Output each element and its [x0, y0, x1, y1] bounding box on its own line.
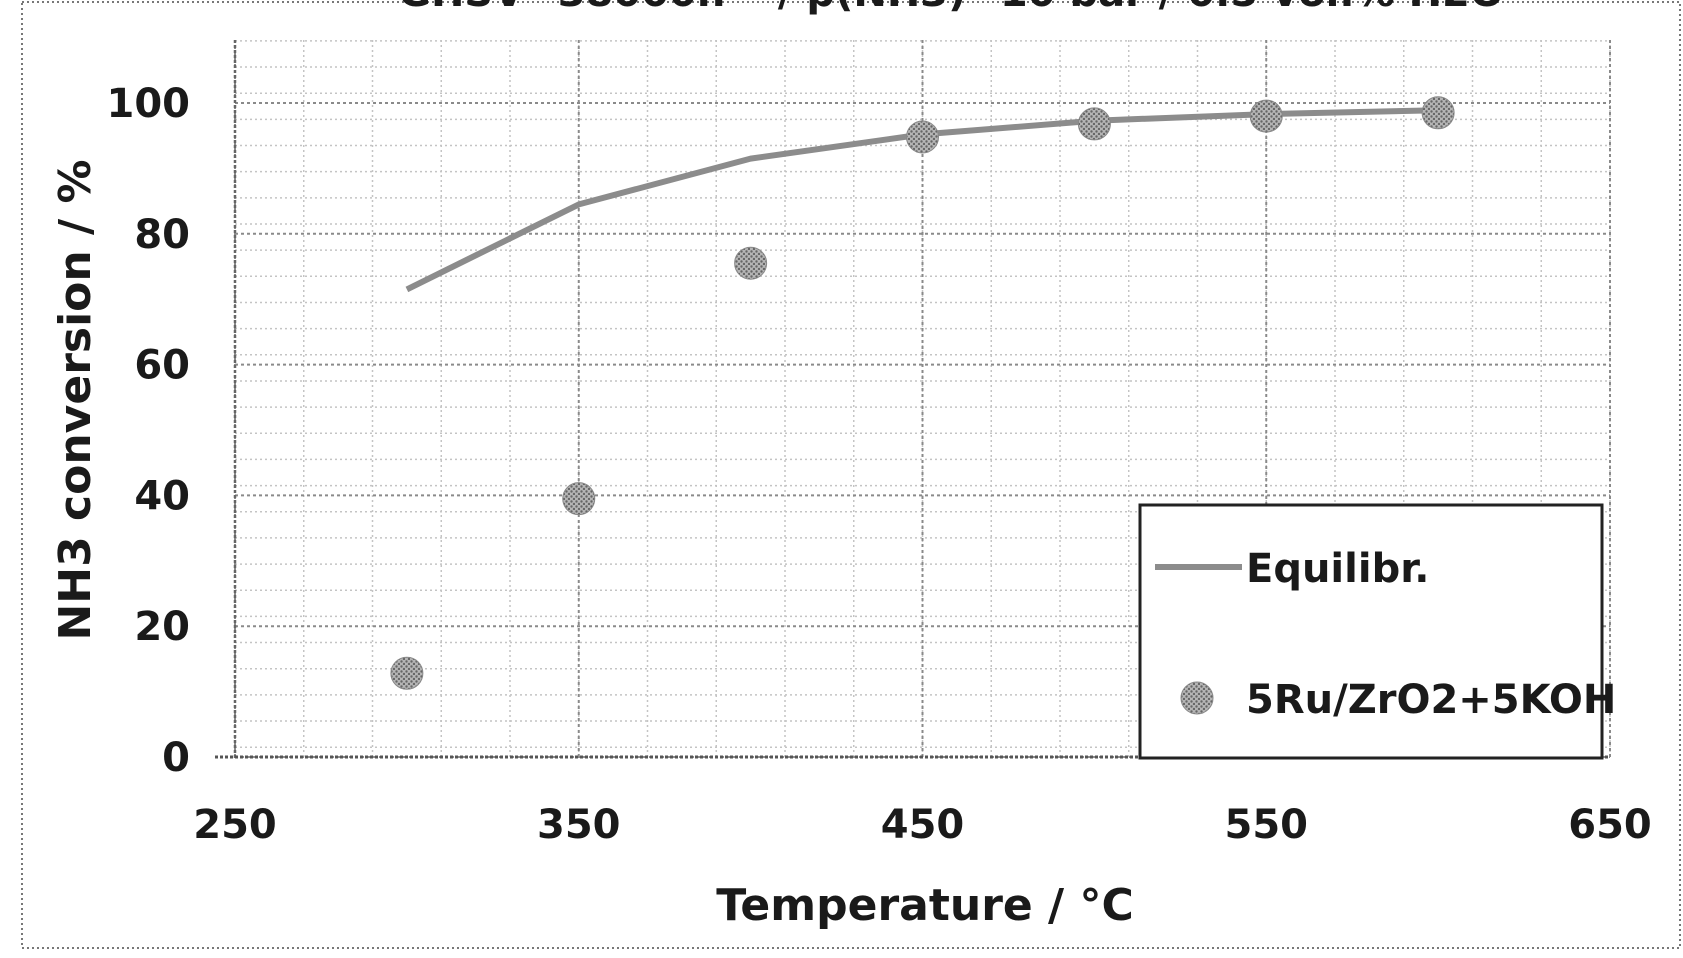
- legend-label-catalyst: 5Ru/ZrO2+5KOH: [1246, 677, 1616, 723]
- legend-label-equilibrium: Equilibr.: [1246, 546, 1429, 592]
- y-tick-label: 60: [134, 343, 190, 389]
- x-tick-label: 650: [1568, 802, 1652, 848]
- x-tick-label: 250: [193, 802, 277, 848]
- legend: Equilibr. 5Ru/ZrO2+5KOH: [1140, 505, 1616, 758]
- chart-title: GHSV=38000h⁻¹ / p(NH3)=10 bar / 0.5 vol.…: [398, 0, 1504, 16]
- data-point-catalyst: [1078, 108, 1110, 140]
- data-point-catalyst: [907, 121, 939, 153]
- y-tick-label: 20: [134, 604, 190, 650]
- y-axis-title: NH3 conversion / %: [50, 159, 101, 640]
- x-tick-label: 450: [881, 802, 965, 848]
- legend-swatch-catalyst: [1181, 682, 1213, 714]
- data-point-catalyst: [563, 483, 595, 515]
- y-tick-label: 100: [107, 81, 191, 127]
- x-tick-label: 550: [1225, 802, 1309, 848]
- data-point-catalyst: [391, 657, 423, 689]
- x-axis-title: Temperature / °C: [716, 880, 1133, 931]
- y-tick-label: 80: [134, 212, 190, 258]
- data-point-catalyst: [735, 247, 767, 279]
- y-tick-label: 0: [162, 735, 190, 781]
- data-point-catalyst: [1422, 97, 1454, 129]
- data-point-catalyst: [1250, 100, 1282, 132]
- x-tick-label: 350: [537, 802, 621, 848]
- y-tick-label: 40: [134, 473, 190, 519]
